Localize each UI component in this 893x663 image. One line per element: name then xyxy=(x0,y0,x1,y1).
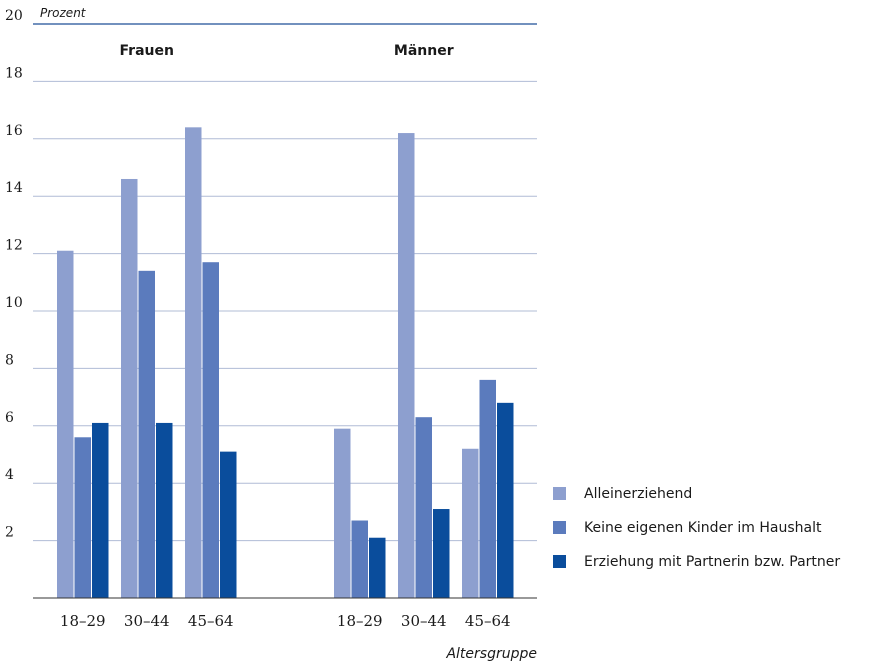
y-tick-label: 16 xyxy=(5,123,23,139)
bar xyxy=(156,422,173,598)
x-tick-label: 30–44 xyxy=(124,612,170,630)
x-tick-label: 18–29 xyxy=(337,612,383,630)
bar xyxy=(415,417,432,598)
bar xyxy=(351,520,368,598)
y-tick-label: 8 xyxy=(5,352,14,368)
bars xyxy=(57,127,514,599)
bar xyxy=(334,428,351,598)
bar xyxy=(138,270,155,598)
bar xyxy=(462,448,479,598)
y-tick-label: 10 xyxy=(5,295,23,311)
x-tick-label: 30–44 xyxy=(401,612,447,630)
legend-label: Keine eigenen Kinder im Haushalt xyxy=(584,520,822,536)
legend-label: Erziehung mit Partnerin bzw. Partner xyxy=(584,554,840,570)
legend-label: Alleinerziehend xyxy=(584,486,692,502)
grid-layer xyxy=(33,23,537,542)
bar xyxy=(433,509,450,598)
legend: Alleinerziehend Keine eigenen Kinder im H… xyxy=(553,486,840,570)
bar xyxy=(74,437,91,598)
legend-swatch xyxy=(553,555,566,568)
legend-swatch xyxy=(553,521,566,534)
x-axis-ticks: 18–29 30–44 45–64 18–29 30–44 45–64 xyxy=(60,612,511,630)
y-tick-label: 20 xyxy=(5,8,23,24)
y-unit-label: Prozent xyxy=(40,6,87,20)
group-label: Frauen xyxy=(120,43,174,59)
x-tick-label: 45–64 xyxy=(465,612,511,630)
bar xyxy=(57,250,74,599)
y-axis-ticks: 2 4 6 8 10 12 14 16 18 20 xyxy=(5,8,23,541)
bar xyxy=(369,537,386,598)
bar xyxy=(398,133,415,598)
y-tick-label: 14 xyxy=(5,180,23,196)
group-label: Männer xyxy=(394,43,454,59)
y-tick-label: 6 xyxy=(5,410,14,426)
bar xyxy=(220,451,237,598)
bar xyxy=(479,379,496,598)
x-tick-label: 18–29 xyxy=(60,612,106,630)
x-tick-label: 45–64 xyxy=(188,612,234,630)
legend-swatch xyxy=(553,487,566,500)
bar xyxy=(185,127,202,598)
group-labels: Frauen Männer xyxy=(120,43,454,59)
y-tick-label: 12 xyxy=(5,238,23,254)
x-axis-label: Altersgruppe xyxy=(445,646,537,662)
y-tick-label: 2 xyxy=(5,525,14,541)
y-tick-label: 18 xyxy=(5,65,23,81)
bar xyxy=(121,178,138,599)
y-tick-label: 4 xyxy=(5,467,14,483)
bar xyxy=(497,402,514,598)
bar xyxy=(92,422,109,598)
bar xyxy=(202,262,219,598)
